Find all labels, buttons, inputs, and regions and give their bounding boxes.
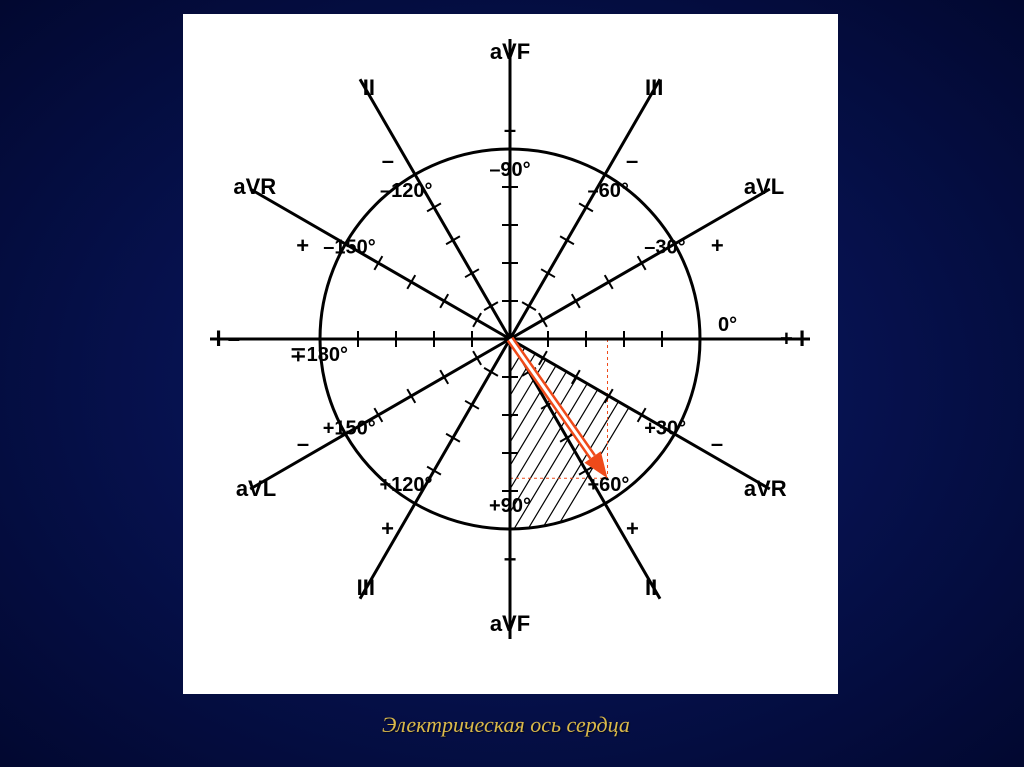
svg-text:+: +	[381, 516, 394, 541]
svg-text:–90°: –90°	[489, 159, 530, 181]
svg-text:+60°: +60°	[588, 474, 630, 496]
svg-text:0°: 0°	[718, 314, 737, 336]
svg-text:∓180°: ∓180°	[290, 344, 348, 366]
svg-text:+: +	[296, 233, 309, 258]
svg-text:+30°: +30°	[644, 418, 686, 440]
hexaxial-diagram: 0° +30° +60° +90° +120° +150° ∓180° –150° –120° –…	[183, 14, 838, 694]
svg-text:–30°: –30°	[644, 237, 685, 259]
svg-text:+: +	[504, 547, 517, 572]
svg-text:II: II	[645, 575, 657, 600]
svg-text:aVL: aVL	[744, 174, 784, 199]
svg-text:+: +	[626, 516, 639, 541]
caption: Электрическая ось сердца	[382, 712, 630, 738]
svg-text:+90°: +90°	[489, 495, 531, 517]
svg-text:aVF: aVF	[490, 611, 530, 636]
svg-text:III: III	[645, 75, 663, 100]
svg-text:–: –	[626, 148, 638, 173]
svg-text:–: –	[711, 431, 723, 456]
svg-text:–150°: –150°	[323, 237, 376, 259]
svg-text:II: II	[363, 75, 375, 100]
svg-text:–: –	[382, 148, 394, 173]
svg-text:–: –	[504, 117, 516, 142]
svg-text:aVL: aVL	[236, 476, 276, 501]
svg-text:aVF: aVF	[490, 39, 530, 64]
svg-text:–60°: –60°	[588, 180, 629, 202]
svg-text:+ I: + I	[780, 326, 805, 351]
svg-text:+150°: +150°	[323, 418, 376, 440]
svg-text:aVR: aVR	[744, 476, 787, 501]
svg-text:aVR: aVR	[233, 174, 276, 199]
svg-text:+: +	[711, 233, 724, 258]
svg-text:III: III	[357, 575, 375, 600]
diagram-panel: 0° +30° +60° +90° +120° +150° ∓180° –150° –120° –…	[183, 14, 838, 694]
svg-text:+120°: +120°	[379, 474, 432, 496]
svg-text:I –: I –	[216, 326, 240, 351]
svg-text:–: –	[297, 431, 309, 456]
svg-text:–120°: –120°	[380, 180, 433, 202]
